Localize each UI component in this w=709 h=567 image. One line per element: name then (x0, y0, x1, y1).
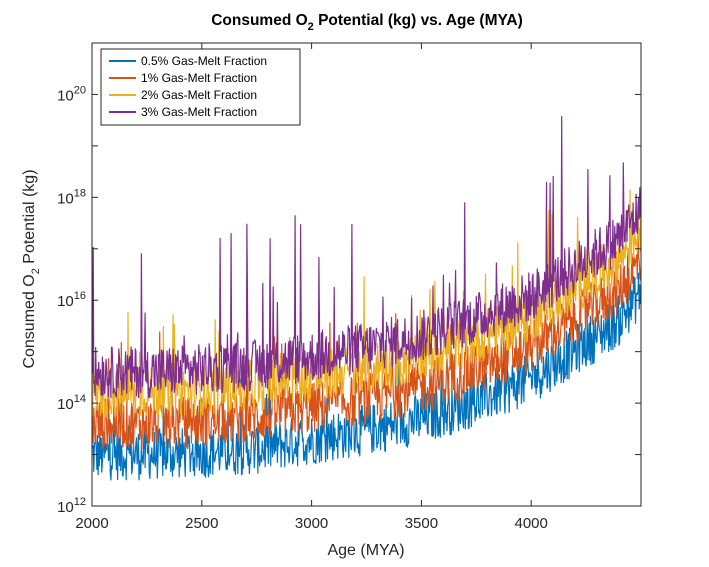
y-axis-label: Consumed O2 Potential (kg) (21, 169, 42, 368)
legend-item-label: 0.5% Gas-Melt Fraction (141, 54, 267, 68)
plot-area (91, 42, 642, 507)
y-tick-label: 1018 (57, 187, 86, 207)
legend-item-label: 2% Gas-Melt Fraction (141, 88, 257, 102)
x-tick-label: 2500 (185, 515, 218, 532)
y-tick-label: 1014 (57, 393, 86, 413)
legend: 0.5% Gas-Melt Fraction 1% Gas-Melt Fracti… (100, 48, 301, 126)
series-line-4 (92, 115, 641, 399)
x-axis-label: Age (MYA) (327, 542, 404, 559)
x-tick-label: 3500 (405, 515, 438, 532)
legend-item-label: 3% Gas-Melt Fraction (141, 105, 257, 119)
axis-ticks: 2000 2500 3000 3500 4000 1012 1014 1016 1018 1020 (57, 42, 641, 532)
legend-item-label: 1% Gas-Melt Fraction (141, 71, 257, 85)
x-tick-label: 2000 (75, 515, 108, 532)
axes-box (91, 42, 642, 507)
y-tick-label: 1016 (57, 290, 86, 310)
x-tick-label: 4000 (515, 515, 548, 532)
y-tick-label: 1012 (57, 496, 86, 516)
y-tick-label: 1020 (57, 84, 86, 104)
chart-title: Consumed O2 Potential (kg) vs. Age (MYA) (211, 12, 523, 33)
x-tick-label: 3000 (295, 515, 328, 532)
